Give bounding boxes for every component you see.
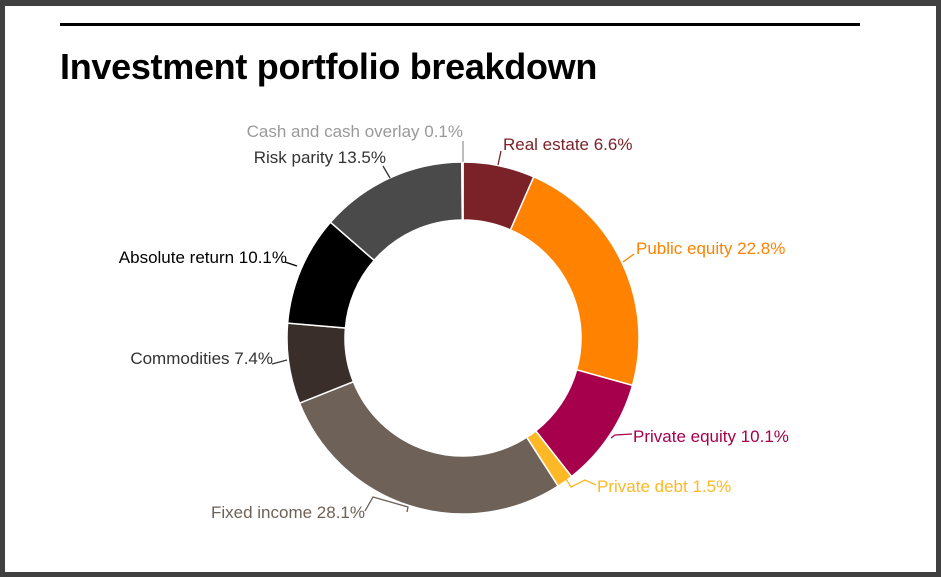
leader-private-debt [565, 478, 597, 488]
leader-absolute-return [284, 261, 298, 267]
leader-risk-parity [382, 165, 391, 179]
label-real-estate: Real estate 6.6% [503, 135, 633, 154]
leader-public-equity [622, 253, 635, 263]
label-cash: Cash and cash overlay 0.1% [246, 122, 463, 141]
slice-fixed-income [298, 380, 560, 515]
label-commodities: Commodities 7.4% [130, 349, 273, 368]
chart-title: Investment portfolio breakdown [60, 46, 598, 87]
label-risk-parity: Risk parity 13.5% [253, 148, 386, 167]
label-public-equity: Public equity 22.8% [636, 239, 786, 258]
label-absolute-return: Absolute return 10.1% [118, 248, 287, 267]
leader-commodities [271, 359, 288, 365]
label-private-equity: Private equity 10.1% [633, 427, 789, 446]
leader-real-estate [497, 150, 502, 166]
label-private-debt: Private debt 1.5% [597, 477, 732, 496]
leader-fixed-income [364, 496, 409, 513]
label-fixed-income: Fixed income 28.1% [210, 503, 365, 522]
slice-cash-and-cash-overlay [461, 161, 464, 221]
slice-public-equity [509, 175, 640, 387]
leader-private-equity [610, 433, 633, 439]
top-rule [60, 23, 860, 26]
